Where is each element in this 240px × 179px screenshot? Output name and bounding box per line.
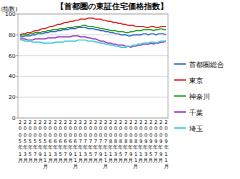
grid-line xyxy=(18,55,168,56)
legend-label: 首都圏総合 xyxy=(189,61,224,69)
legend-swatch xyxy=(174,63,186,65)
x-tick-label: 2009年11月 xyxy=(164,119,169,169)
legend-swatch xyxy=(174,79,186,81)
series-line xyxy=(20,40,166,47)
x-tick-label: 2008年9月 xyxy=(128,119,133,163)
legend-swatch xyxy=(174,127,186,129)
y-tick-label: 80 xyxy=(9,32,16,38)
series-line xyxy=(20,36,166,47)
y-tick-label: 100 xyxy=(5,11,16,17)
tick xyxy=(16,14,18,15)
tick xyxy=(16,97,18,98)
legend-swatch xyxy=(174,95,186,97)
tick xyxy=(16,55,18,56)
legend-label: 神奈川 xyxy=(189,93,210,101)
x-tick-label: 2009年9月 xyxy=(158,119,163,163)
legend-label: 千葉 xyxy=(189,109,203,117)
y-tick-label: 60 xyxy=(9,53,16,59)
legend-swatch xyxy=(174,111,186,113)
lines xyxy=(20,18,166,47)
y-tick-label: 0 xyxy=(12,115,16,121)
plot-frame xyxy=(18,14,168,118)
grid-line xyxy=(18,97,168,98)
x-tick-label: 2005年9月 xyxy=(38,119,43,163)
y-tick-label: 20 xyxy=(9,94,16,100)
series-line xyxy=(20,25,166,35)
x-tick-label: 2007年9月 xyxy=(98,119,103,163)
grid-line xyxy=(18,34,168,35)
grid-line xyxy=(18,14,168,15)
legend-label: 東京 xyxy=(189,77,203,85)
y-tick-label: 40 xyxy=(9,73,16,79)
x-tick-label: 2006年9月 xyxy=(68,119,73,163)
grid-line xyxy=(18,76,168,77)
chart: 【首都圏の東証住宅価格指数】(指数)0204060801002005年1月200… xyxy=(0,0,240,179)
legend-label: 埼玉 xyxy=(188,125,203,133)
tick xyxy=(16,34,18,35)
title: 【首都圏の東証住宅価格指数】 xyxy=(56,1,168,11)
tick xyxy=(16,76,18,77)
